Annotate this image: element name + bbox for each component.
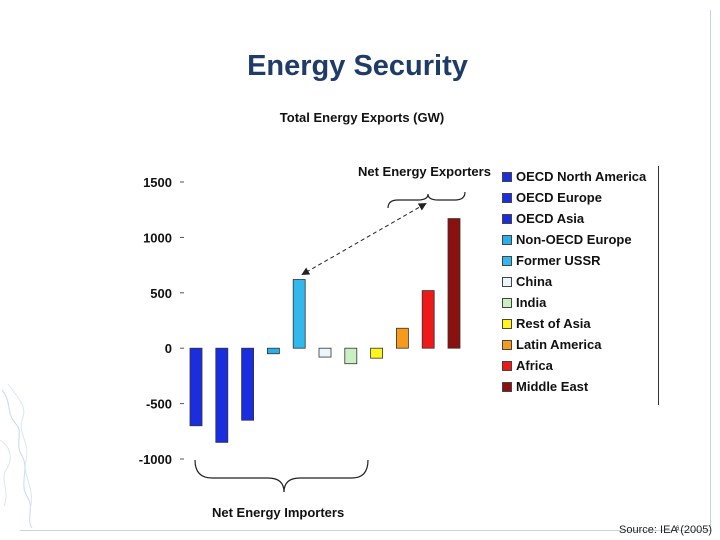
bar-former-ussr	[292, 279, 306, 349]
legend-label: Former USSR	[516, 253, 601, 268]
importers-brace	[194, 459, 369, 493]
bar-oecd-north-america	[189, 347, 203, 427]
legend-item: India	[502, 292, 658, 313]
legend-label: OECD Europe	[516, 190, 602, 205]
legend-swatch	[502, 213, 512, 224]
legend-item: OECD Europe	[502, 187, 658, 208]
slide-number: 6	[676, 526, 680, 532]
legend-label: Latin America	[516, 337, 602, 352]
legend-item: Middle East	[502, 376, 658, 397]
exporters-annotation: Net Energy Exporters	[358, 164, 491, 179]
y-tick-label: 1000	[143, 230, 172, 245]
slide-title: Energy Security	[247, 50, 468, 82]
legend-item: China	[502, 271, 658, 292]
legend-swatch	[502, 171, 512, 182]
bar-oecd-asia	[241, 347, 255, 421]
annotations: Net Energy Exporters Net Energy Importer…	[194, 164, 491, 520]
bars	[189, 218, 461, 443]
legend-label: Non-OECD Europe	[516, 232, 632, 247]
bar-latin-america	[395, 327, 409, 349]
legend-label: Rest of Asia	[516, 316, 591, 331]
legend-item: Africa	[502, 355, 658, 376]
legend-item: Rest of Asia	[502, 313, 658, 334]
map-decoration	[0, 383, 33, 529]
legend-swatch	[502, 339, 512, 350]
bar-africa	[421, 290, 435, 349]
legend-swatch	[502, 234, 512, 245]
legend-item: Former USSR	[502, 250, 658, 271]
bar-middle-east	[447, 218, 461, 349]
bar-india	[344, 347, 358, 365]
chart-legend: OECD North America OECD Europe OECD Asia No…	[502, 166, 659, 405]
y-tick-label: -500	[146, 397, 172, 412]
legend-item: Non-OECD Europe	[502, 229, 658, 250]
source-note: Source: IEA (2005)	[619, 524, 712, 536]
bar-non-oecd-europe	[266, 347, 280, 355]
legend-label: India	[516, 295, 547, 310]
legend-item: Latin America	[502, 334, 658, 355]
importers-annotation: Net Energy Importers	[212, 505, 344, 520]
legend-label: OECD North America	[516, 169, 647, 184]
y-tick-label: 0	[165, 341, 172, 356]
bar-china	[318, 347, 332, 358]
legend-swatch	[502, 297, 512, 308]
bar-rest-of-asia	[370, 347, 384, 359]
legend-swatch	[502, 276, 512, 287]
y-axis: 1500 1000 500 0 -500 -1000	[139, 175, 184, 467]
legend-swatch	[502, 255, 512, 266]
exporters-brace	[387, 191, 466, 209]
exporters-arrow	[301, 203, 427, 275]
y-tick-label: 500	[150, 286, 172, 301]
y-tick-label: 1500	[143, 175, 172, 190]
legend-swatch	[502, 360, 512, 371]
legend-swatch	[502, 318, 512, 329]
bar-oecd-europe	[215, 347, 229, 443]
legend-label: OECD Asia	[516, 211, 585, 226]
legend-swatch	[502, 192, 512, 203]
y-tick-label: -1000	[139, 452, 172, 467]
slide-frame	[20, 10, 711, 531]
legend-swatch	[502, 381, 512, 392]
legend-item: OECD North America	[502, 166, 658, 187]
chart-title: Total Energy Exports (GW)	[279, 110, 445, 125]
legend-item: OECD Asia	[502, 208, 658, 229]
legend-label: Africa	[516, 358, 553, 373]
legend-label: China	[516, 274, 553, 289]
legend-label: Middle East	[516, 379, 589, 394]
